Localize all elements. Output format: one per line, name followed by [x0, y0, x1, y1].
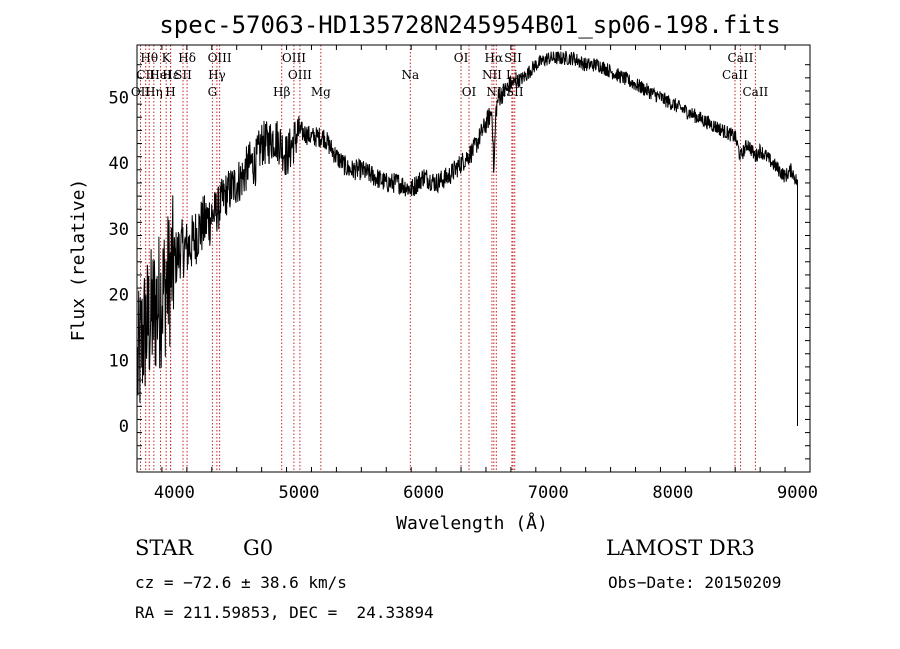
- plot-frame: [136, 44, 811, 473]
- line-label: Hθ: [140, 51, 158, 65]
- line-label: H: [165, 85, 175, 99]
- line-label: NII: [486, 85, 506, 99]
- line-label: OIII: [282, 51, 306, 65]
- x-tick-label: 6000: [403, 483, 444, 503]
- coordinates-text: RA = 211.59853, DEC = 24.33894: [135, 603, 434, 622]
- x-axis-label: Wavelength (Å): [396, 512, 548, 534]
- line-label: HeI: [149, 68, 172, 82]
- line-label: K: [162, 51, 172, 65]
- line-label: OI: [462, 85, 477, 99]
- line-label: Hη: [145, 85, 163, 99]
- line-label: CaII: [742, 85, 768, 99]
- line-label: Hα: [485, 51, 504, 65]
- line-label: Li: [506, 68, 518, 82]
- y-tick-label: 20: [109, 286, 129, 306]
- axes: 4000 5000 6000 7000 8000 9000 0 10 20 30 40 50: [109, 44, 818, 503]
- line-label: Hβ: [273, 85, 290, 99]
- line-label: Hε: [162, 68, 179, 82]
- spectrum-series: [137, 51, 798, 426]
- line-label: Hδ: [178, 51, 196, 65]
- x-tick-label: 8000: [652, 483, 693, 503]
- line-label: Na: [401, 68, 419, 82]
- line-label: G: [208, 85, 218, 99]
- y-tick-label: 40: [109, 154, 129, 174]
- redshift-text: cz = −72.6 ± 38.6 km/s: [135, 573, 347, 592]
- y-tick-label: 50: [109, 89, 129, 109]
- line-label: SII: [174, 68, 192, 82]
- survey-name: LAMOST DR3: [606, 536, 755, 560]
- spectrum-line: [137, 51, 798, 426]
- line-label: Hγ: [208, 68, 226, 82]
- y-tick-label: 0: [119, 417, 129, 437]
- line-label: CaII: [728, 51, 754, 65]
- line-label: Mg: [311, 85, 331, 99]
- y-axis-label: Flux (relative): [68, 179, 89, 342]
- x-tick-label: 9000: [777, 483, 818, 503]
- line-label: OIII: [288, 68, 312, 82]
- line-label: OIII: [208, 51, 232, 65]
- line-label: NII: [482, 68, 502, 82]
- x-tick-label: 7000: [528, 483, 569, 503]
- line-label: CaII: [722, 68, 748, 82]
- line-label: SII: [506, 85, 524, 99]
- spectral-line-labels: Hθ CII OII K Hε Hη HeI H Hδ SII OIII Hγ G Hβ OIII OIII M…: [131, 51, 769, 99]
- y-tick-label: 10: [109, 351, 129, 371]
- observation-date: Obs−Date: 20150209: [608, 573, 782, 592]
- x-tick-label: 4000: [154, 483, 195, 503]
- y-tick-label: 30: [109, 220, 129, 240]
- line-label: CII: [136, 68, 155, 82]
- spectral-line-markers: [139, 45, 756, 472]
- object-class: STAR: [135, 536, 194, 560]
- line-label: SII: [504, 51, 522, 65]
- line-label: OI: [454, 51, 469, 65]
- x-tick-label: 5000: [279, 483, 320, 503]
- chart-title: spec-57063-HD135728N245954B01_sp06-198.f…: [159, 11, 780, 39]
- line-label: OII: [131, 85, 151, 99]
- object-subclass: G0: [243, 536, 274, 560]
